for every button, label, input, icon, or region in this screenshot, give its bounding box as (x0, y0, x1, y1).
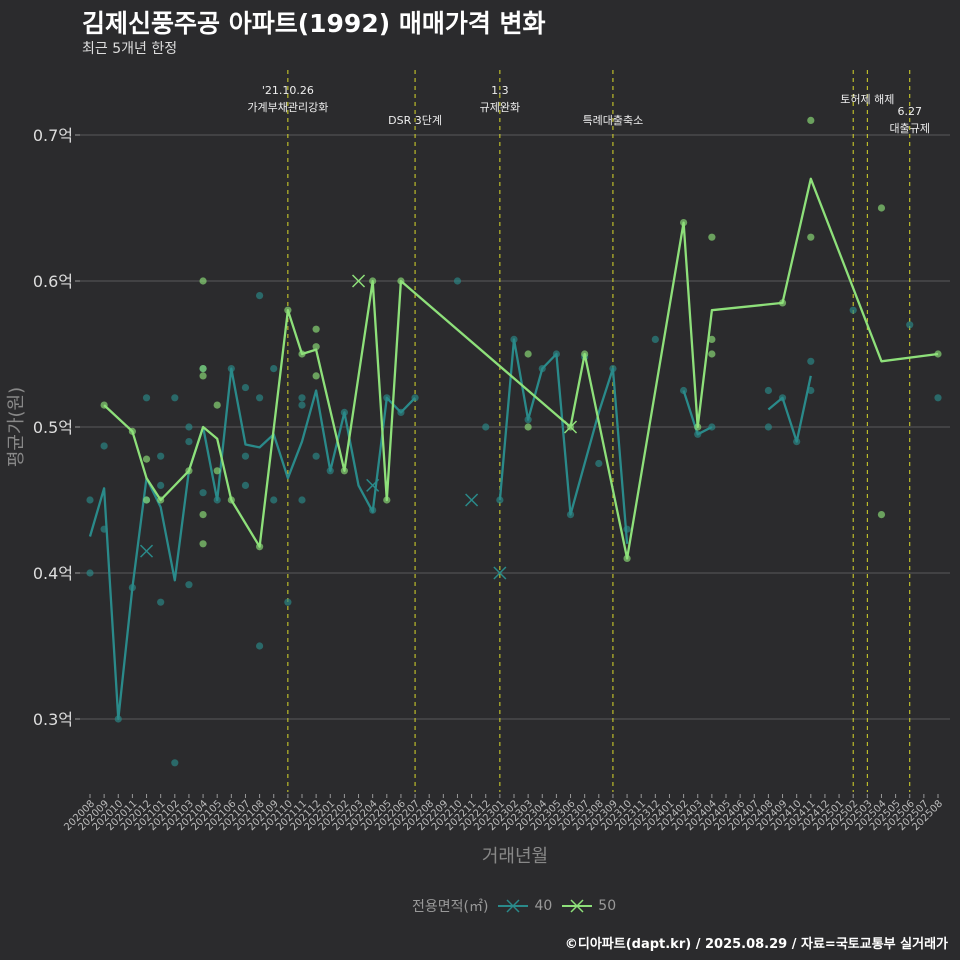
event-label: 특례대출축소 (583, 114, 644, 127)
data-point (199, 365, 207, 373)
data-point (199, 540, 207, 548)
data-point (199, 372, 207, 380)
data-point (764, 386, 773, 395)
data-point (298, 496, 306, 504)
event-label: 가계부채관리강화 (247, 101, 328, 114)
cross-marker (465, 493, 479, 507)
data-point (241, 452, 250, 460)
data-point (142, 455, 151, 463)
data-point (312, 452, 320, 460)
legend-title: 전용면적(㎡) (412, 899, 489, 915)
event-label: 규제완화 (480, 101, 520, 114)
data-point (524, 423, 532, 431)
cross-stroke (465, 493, 479, 507)
data-point (142, 394, 151, 402)
y-tick-label: 0.7억 (33, 126, 73, 145)
source-caption: ©디아파트(dapt.kr) / 2025.08.29 / 자료=국토교통부 실… (564, 937, 948, 952)
data-point (185, 581, 193, 589)
data-point (241, 481, 250, 489)
data-point (934, 394, 942, 402)
data-point (171, 394, 179, 402)
event-label: 토허제 해제 (840, 92, 894, 106)
x-axis-title: 거래년월 (482, 846, 548, 867)
y-tick-label: 0.3억 (33, 710, 73, 729)
data-point (651, 335, 659, 343)
data-point (185, 423, 193, 431)
event-label: 1.3 (491, 84, 509, 97)
data-point (171, 759, 179, 767)
series-line (88, 338, 812, 721)
data-point (849, 306, 857, 314)
data-point (482, 423, 490, 431)
event-label: DSR 3단계 (388, 114, 442, 127)
event-label: '21.10.26 (262, 84, 314, 97)
data-point (86, 569, 94, 577)
cross-marker (140, 544, 154, 558)
data-point (256, 292, 264, 300)
data-point (100, 442, 108, 450)
chart-subtitle: 최근 5개년 한정 (82, 41, 178, 57)
data-point (298, 394, 306, 402)
legend: 전용면적(㎡) 40 50 (412, 896, 616, 916)
data-point (157, 452, 165, 460)
data-point (496, 496, 504, 504)
data-point (199, 489, 207, 497)
data-point (270, 496, 278, 504)
legend-label-50: 50 (598, 898, 617, 914)
data-point (199, 510, 207, 519)
legend-label-40: 40 (534, 898, 553, 914)
data-point (199, 277, 207, 285)
cross-marker (564, 420, 578, 434)
data-point (764, 423, 773, 431)
data-point (86, 496, 94, 504)
data-point (312, 372, 320, 380)
data-point (595, 459, 603, 468)
cross-marker (493, 566, 507, 580)
y-tick-label: 0.6억 (33, 272, 73, 291)
data-point (241, 383, 250, 392)
data-point (213, 401, 221, 409)
series-line (103, 177, 939, 560)
data-point (185, 438, 193, 446)
data-point (708, 335, 716, 343)
data-point (877, 204, 886, 212)
y-axis-title: 평균가(원) (6, 387, 27, 467)
data-point (157, 598, 165, 606)
data-point (877, 510, 886, 519)
data-point (284, 598, 292, 606)
cross-marker (366, 478, 380, 492)
data-point (524, 350, 532, 358)
data-point (142, 496, 151, 504)
data-point (807, 357, 815, 365)
event-label: 6.27 (897, 105, 922, 118)
event-label: 대출규제 (889, 122, 929, 135)
legend-swatch-40 (498, 899, 529, 913)
data-point (312, 343, 320, 351)
data-point (256, 394, 264, 402)
legend-swatch-50 (562, 899, 593, 913)
data-point (453, 277, 462, 285)
data-point (298, 401, 306, 409)
data-point (157, 481, 165, 489)
data-point (312, 325, 320, 333)
cross-stroke (352, 274, 366, 288)
data-point (708, 233, 716, 241)
cross-stroke (140, 544, 154, 558)
data-point (708, 350, 716, 358)
data-point (906, 321, 914, 329)
data-point (270, 365, 278, 373)
y-tick-label: 0.5억 (33, 418, 73, 437)
data-point (213, 467, 221, 475)
cross-stroke (493, 566, 507, 580)
chart-title: 김제신풍주공 아파트(1992) 매매가격 변화 (82, 9, 546, 38)
y-tick-label: 0.4억 (33, 564, 73, 583)
data-point (256, 642, 264, 650)
data-point (807, 233, 815, 241)
cross-marker (352, 274, 366, 288)
data-point (807, 116, 815, 124)
cross-stroke (564, 420, 578, 434)
cross-stroke (366, 478, 380, 492)
